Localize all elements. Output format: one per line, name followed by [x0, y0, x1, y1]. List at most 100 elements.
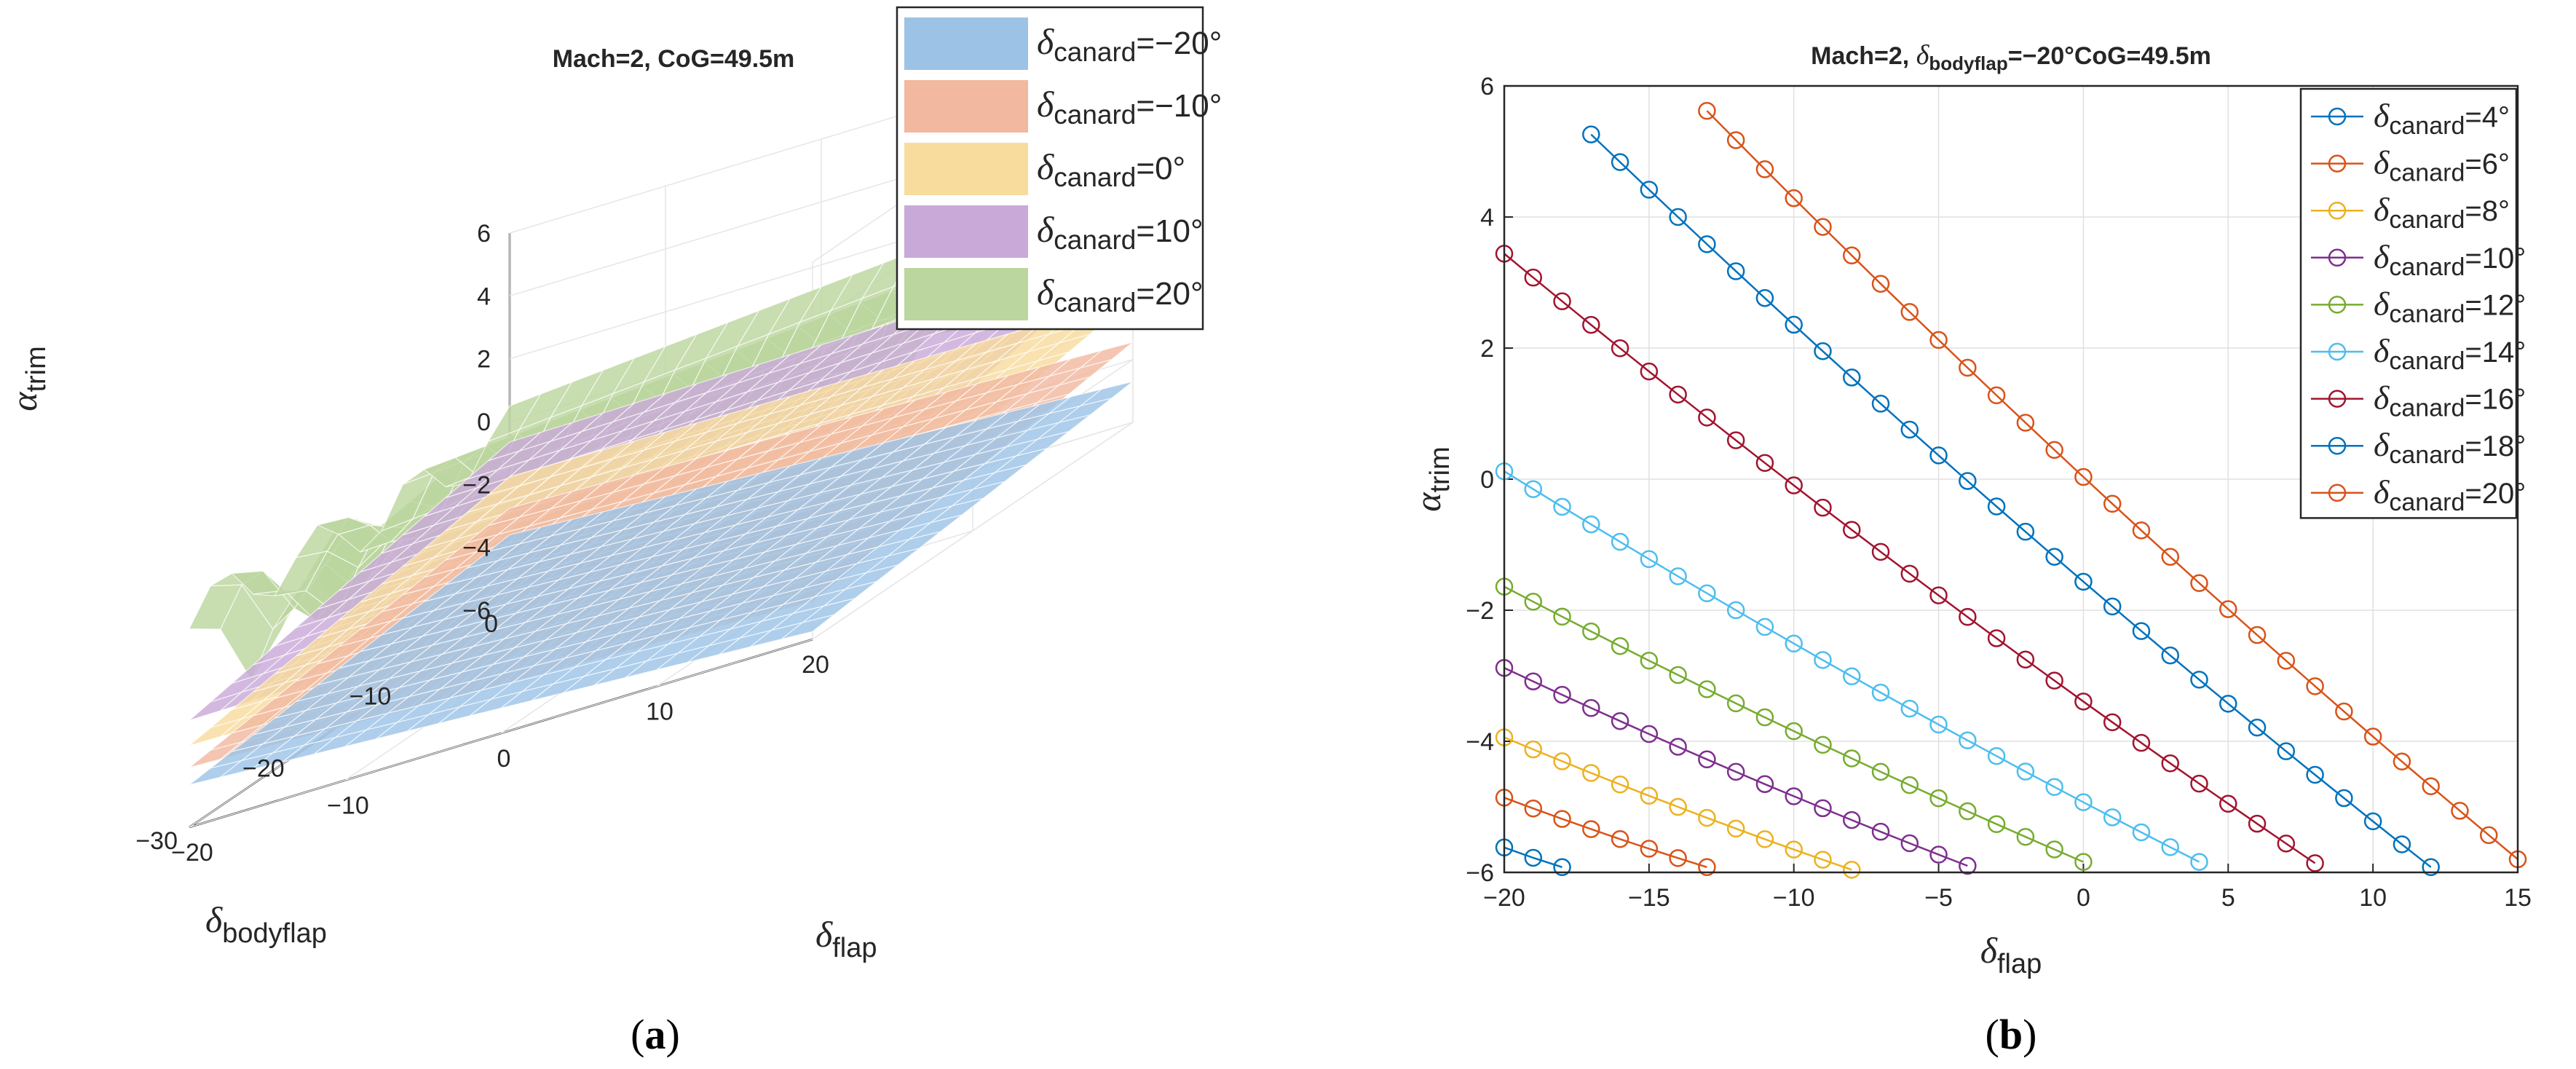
- legend-swatch: [904, 268, 1028, 320]
- legend-entry-3-symbol: δ: [2374, 238, 2390, 275]
- chart-title-prefix: Mach=2,: [1811, 42, 1916, 70]
- legend-swatch: [904, 205, 1028, 258]
- data-point: [1611, 339, 1629, 358]
- legend-entry-1: δcanard=−10°: [1037, 84, 1222, 130]
- legend-entry-0-value: =−20°: [1136, 25, 1222, 61]
- data-point: [2248, 626, 2267, 644]
- legend-entry-2-subscript: canard: [1054, 162, 1136, 192]
- legend-swatch-marker: [2328, 436, 2347, 455]
- data-point: [1987, 497, 2006, 516]
- legend-entry-8: δcanard=20°: [2374, 473, 2526, 516]
- y-tick-label: 20: [802, 651, 829, 679]
- data-point: [1726, 262, 1745, 280]
- series-lines: [1495, 101, 2527, 879]
- data-point: [1611, 532, 1629, 551]
- legend-entry-4-symbol: δ: [2374, 285, 2390, 322]
- data-point: [1524, 593, 1543, 611]
- data-point: [1814, 218, 1832, 236]
- series-5: [1495, 462, 2208, 871]
- legend-swatch: [904, 80, 1028, 133]
- data-point: [1900, 303, 1919, 321]
- data-point: [1553, 685, 1571, 704]
- data-point: [2219, 695, 2237, 713]
- data-point: [1553, 292, 1571, 310]
- series-1: [1495, 789, 1716, 877]
- chart-title-subscript: bodyflap: [1929, 52, 2007, 74]
- legend-swatch-marker: [2328, 107, 2347, 126]
- data-point: [1755, 830, 1774, 848]
- legend-entry-1-symbol: δ: [1037, 84, 1054, 125]
- data-point: [1669, 849, 1687, 867]
- data-point: [2393, 835, 2411, 853]
- legend-entry-4-symbol: δ: [1037, 272, 1054, 312]
- x-axis-label-symbol: δ: [1980, 930, 1998, 971]
- legend-entry-3: δcanard=10°: [2374, 238, 2526, 281]
- legend-entry-8-value: =20°: [2465, 478, 2526, 510]
- data-point: [1814, 342, 1832, 360]
- data-point: [1843, 749, 1861, 768]
- legend-entry-7: δcanard=18°: [2374, 426, 2526, 469]
- data-point: [1553, 810, 1571, 828]
- legend-entry-6: δcanard=16°: [2374, 379, 2526, 422]
- y-axis-label: δflap: [815, 914, 877, 963]
- data-point: [2451, 802, 2469, 820]
- data-point: [1698, 235, 1716, 253]
- x-tick-label: −20: [242, 755, 285, 783]
- data-point: [1726, 131, 1745, 149]
- data-point: [1900, 699, 1919, 718]
- data-point: [2335, 789, 2353, 808]
- data-point: [1524, 740, 1543, 759]
- data-point: [1900, 834, 1919, 853]
- y-tick-label: −4: [1466, 728, 1494, 756]
- data-point: [1582, 699, 1600, 717]
- series-line: [1706, 110, 2518, 860]
- grid-line: [189, 639, 813, 828]
- data-point: [1900, 564, 1919, 583]
- data-point: [1640, 651, 1659, 670]
- data-point: [1929, 789, 1948, 808]
- data-point: [1959, 358, 1977, 377]
- series-line: [1590, 133, 2432, 868]
- legend-entry-7-subscript: canard: [2389, 441, 2465, 469]
- y-axis-label: αtrim: [1407, 446, 1455, 512]
- data-point: [2363, 727, 2382, 746]
- data-point: [2103, 713, 2122, 732]
- data-point: [1814, 735, 1832, 754]
- legend-entry-5-value: =14°: [2465, 336, 2526, 368]
- legend-entry-3-subscript: canard: [1054, 225, 1136, 255]
- z-tick-label: 4: [477, 283, 491, 310]
- data-point: [1785, 840, 1803, 859]
- legend-entry-0: δcanard=−20°: [1037, 21, 1222, 67]
- data-point: [1929, 331, 1948, 350]
- data-point: [1553, 497, 1571, 516]
- series-8: [1698, 101, 2527, 869]
- data-point: [1871, 683, 1890, 702]
- legend-entry-0-symbol: δ: [1037, 21, 1054, 62]
- legend-entry-6-symbol: δ: [2374, 379, 2390, 417]
- y-tick-label: −10: [327, 792, 369, 820]
- legend-swatch-marker: [2328, 342, 2347, 361]
- chart-title: Mach=2, δbodyflap=−20°CoG=49.5m: [1811, 40, 2211, 74]
- x-tick-label: 15: [2504, 884, 2532, 912]
- data-point: [2045, 840, 2063, 859]
- x-axis-label-symbol: δ: [205, 899, 223, 940]
- x-tick-label: −10: [349, 682, 392, 710]
- data-point: [1987, 815, 2006, 833]
- series-line: [1504, 667, 1968, 867]
- legend-entry-1-value: =−10°: [1136, 88, 1222, 124]
- data-point: [1871, 762, 1890, 781]
- data-point: [1726, 694, 1745, 713]
- series-line: [1504, 470, 2200, 863]
- surface-0: [189, 381, 1134, 786]
- data-point: [2103, 494, 2122, 513]
- data-point: [1698, 101, 1716, 120]
- data-point: [1640, 725, 1659, 743]
- legend-box: [2299, 87, 2518, 519]
- surface-patch: [1080, 381, 1134, 406]
- z-tick-label: 0: [477, 409, 491, 436]
- y-tick-label: −2: [1466, 597, 1494, 625]
- data-point: [1843, 861, 1861, 879]
- legend-entry-7-symbol: δ: [2374, 426, 2390, 463]
- y-axis-label-subscript: flap: [832, 933, 877, 963]
- series-line: [1504, 736, 1852, 871]
